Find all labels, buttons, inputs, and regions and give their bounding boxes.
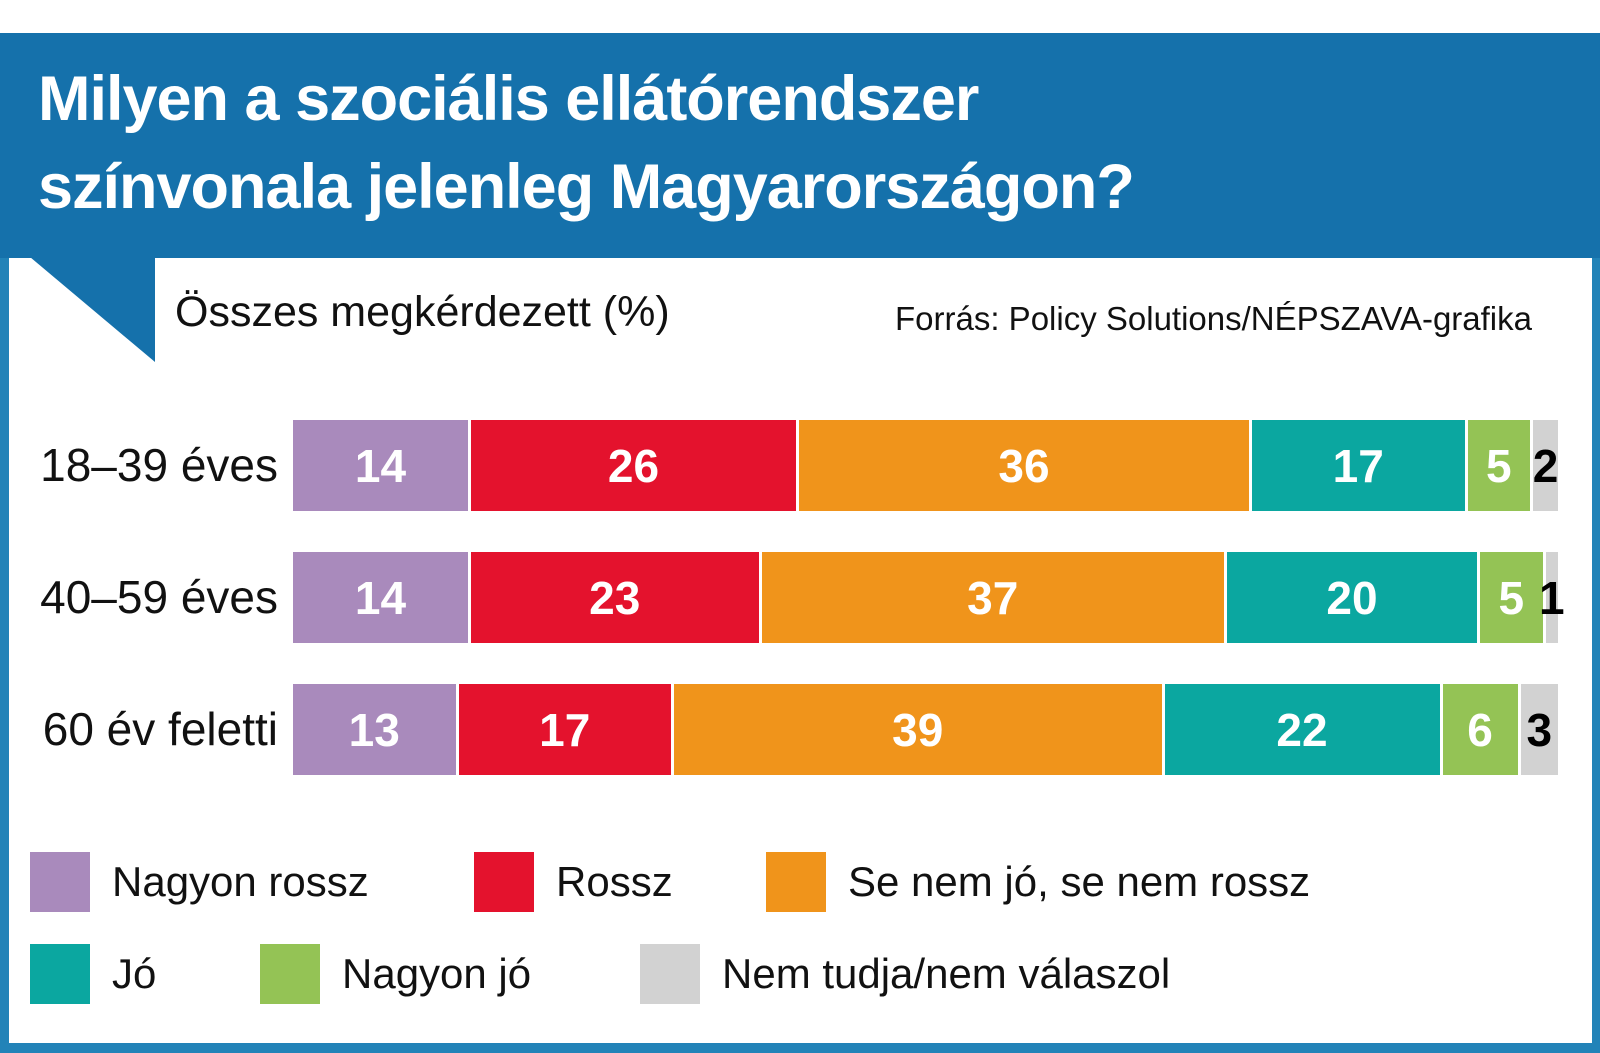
speech-bubble-tail [30,257,155,362]
segment-value: 2 [1532,439,1559,492]
bar-segment: 13 [293,684,456,775]
segment-value: 14 [354,571,407,624]
bar-segment: 39 [674,684,1162,775]
legend-swatch [30,852,90,912]
bar-segment: 5 [1467,420,1530,511]
legend-item: Se nem jó, se nem rossz [766,852,1310,912]
segment-value: 37 [967,571,1019,624]
bar-segment: 20 [1227,552,1477,643]
segment-value: 20 [1326,571,1378,624]
page-title-line1: Milyen a szociális ellátórendszer [38,64,979,134]
bar-segment: 17 [1252,420,1465,511]
legend-label: Nagyon rossz [112,858,369,905]
segment-value: 5 [1485,439,1512,492]
legend-swatch [640,944,700,1004]
bar-segment: 5 [1480,552,1543,643]
segment-value: 1 [1538,571,1565,624]
legend-swatch [30,944,90,1004]
segment-value: 36 [998,439,1050,492]
legend-item: Nagyon rossz [30,852,369,912]
category-label: 18–39 éves [40,439,278,491]
segment-value: 3 [1526,703,1553,756]
bar-segment: 23 [471,552,759,643]
page-title-line2: színvonala jelenleg Magyarországon? [38,152,1135,222]
segment-value: 5 [1498,571,1525,624]
source-credit: Forrás: Policy Solutions/NÉPSZAVA-grafik… [895,300,1532,337]
bar-segment: 6 [1442,684,1518,775]
legend-label: Jó [112,950,157,997]
frame-border-left [0,258,9,1053]
segment-value: 23 [589,571,641,624]
chart-subtitle: Összes megkérdezett (%) [175,288,670,336]
bar-segment: 14 [293,552,468,643]
legend-item: Nagyon jó [260,944,531,1004]
legend-label: Se nem jó, se nem rossz [848,858,1311,905]
bar-segment: 26 [471,420,796,511]
stacked-bar: 13 17 39 22 6 3 [293,684,1558,775]
legend-swatch [260,944,320,1004]
frame-border-right [1592,258,1600,1053]
bar-segment: 17 [458,684,671,775]
category-label: 40–59 éves [40,571,278,623]
segment-value: 17 [1332,439,1384,492]
bar-segment: 37 [761,552,1224,643]
segment-value: 14 [354,439,407,492]
legend-item: Jó [30,944,156,1004]
bar-segment: 1 [1539,552,1565,643]
bar-segment: 22 [1164,684,1440,775]
legend-label: Nagyon jó [342,950,532,997]
bar-segment: 2 [1533,420,1558,511]
stacked-bar: 14 23 37 20 5 1 [293,552,1565,643]
legend-item: Nem tudja/nem válaszol [640,944,1170,1004]
segment-value: 6 [1467,703,1493,756]
segment-value: 13 [348,703,400,756]
bar-segment: 3 [1520,684,1558,775]
category-label: 60 év feletti [42,703,278,755]
segment-value: 17 [539,703,591,756]
segment-value: 39 [892,703,944,756]
bar-segment: 14 [293,420,468,511]
legend-label: Nem tudja/nem válaszol [722,950,1171,997]
legend-swatch [766,852,826,912]
legend-item: Rossz [474,852,673,912]
header-band: Milyen a szociális ellátórendszer színvo… [0,33,1600,258]
bar-segment: 36 [799,420,1249,511]
segment-value: 22 [1276,703,1328,756]
stacked-bar: 14 26 36 17 5 2 [293,420,1558,511]
legend-label: Rossz [556,858,673,905]
segment-value: 26 [607,439,660,492]
legend-swatch [474,852,534,912]
frame-border-bottom [0,1043,1600,1053]
